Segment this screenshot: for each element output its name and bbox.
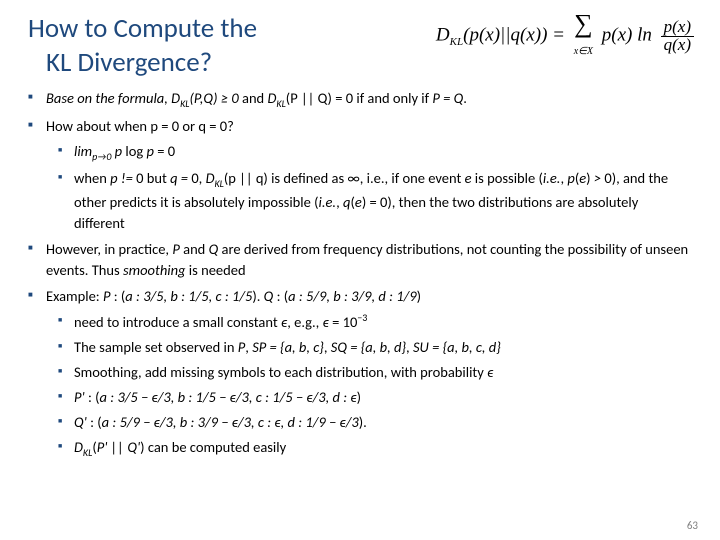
- bullet-4-2: The sample set observed in P, SP = {a, b…: [46, 337, 692, 358]
- bullet-4-5: Q' : (a : 5/9 − ϵ/3, b : 3/9 − ϵ/3, c : …: [46, 412, 692, 433]
- content-list: Base on the formula, DKL(P,Q) ≥ 0 and DK…: [28, 88, 692, 461]
- bullet-1: Base on the formula, DKL(P,Q) ≥ 0 and DK…: [28, 88, 692, 111]
- bullet-4: Example: P : (a : 3/5, b : 1/5, c : 1/5)…: [28, 286, 692, 460]
- slide-title: How to Compute the KL Divergence?: [28, 12, 318, 80]
- title-line1: How to Compute the: [28, 12, 257, 45]
- kl-formula: DKL(p(x)||q(x)) = ∑x∈X p(x) ln p(x)q(x): [436, 12, 694, 60]
- bullet-4-1: need to introduce a small constant ϵ, e.…: [46, 311, 692, 333]
- page-number: 63: [687, 519, 698, 532]
- bullet-2: How about when p = 0 or q = 0? limp→0 p …: [28, 116, 692, 234]
- bullet-3: However, in practice, P and Q are derive…: [28, 239, 692, 281]
- bullet-2-1: limp→0 p log p = 0: [46, 141, 692, 164]
- bullet-4-3: Smoothing, add missing symbols to each d…: [46, 362, 692, 383]
- bullet-4-6: DKL(P' || Q') can be computed easily: [46, 437, 692, 460]
- bullet-2-2: when p != 0 but q = 0, DKL(p || q) is de…: [46, 168, 692, 233]
- title-line2: KL Divergence?: [28, 46, 212, 79]
- bullet-4-4: P' : (a : 3/5 − ϵ/3, b : 1/5 − ϵ/3, c : …: [46, 387, 692, 408]
